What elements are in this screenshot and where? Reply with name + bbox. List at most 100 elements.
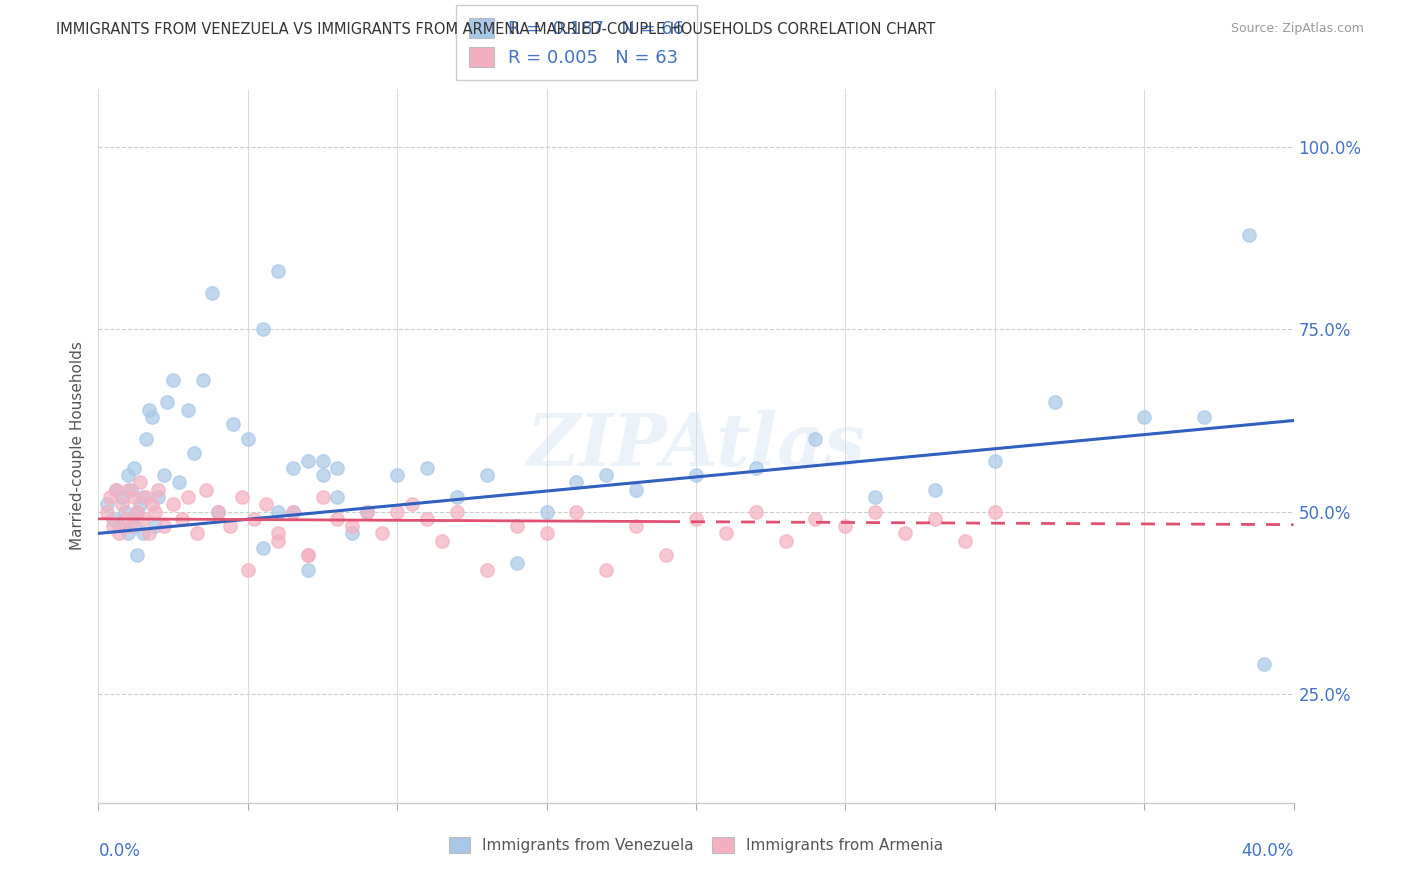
- Point: [595, 563, 617, 577]
- Point: [153, 468, 176, 483]
- Point: [96, 504, 118, 518]
- Point: [297, 548, 319, 562]
- Point: [138, 402, 160, 417]
- Point: [685, 512, 707, 526]
- Point: [506, 519, 529, 533]
- Point: [162, 497, 184, 511]
- Point: [129, 475, 152, 490]
- Point: [135, 490, 157, 504]
- Point: [267, 526, 290, 541]
- Point: [1192, 409, 1215, 424]
- Point: [565, 475, 588, 490]
- Point: [108, 519, 131, 533]
- Point: [183, 446, 205, 460]
- Point: [267, 504, 290, 518]
- Point: [865, 504, 887, 518]
- Point: [342, 519, 364, 533]
- Point: [984, 504, 1007, 518]
- Point: [105, 483, 128, 497]
- Point: [953, 533, 976, 548]
- Point: [252, 541, 274, 555]
- Point: [745, 460, 768, 475]
- Point: [626, 519, 648, 533]
- Point: [685, 468, 707, 483]
- Text: 40.0%: 40.0%: [1241, 842, 1294, 860]
- Point: [865, 490, 887, 504]
- Point: [1133, 409, 1156, 424]
- Point: [120, 483, 142, 497]
- Point: [120, 519, 142, 533]
- Point: [156, 395, 179, 409]
- Y-axis label: Married-couple Households: Married-couple Households: [69, 342, 84, 550]
- Point: [127, 504, 149, 518]
- Point: [103, 512, 125, 526]
- Point: [356, 504, 378, 518]
- Point: [207, 504, 229, 518]
- Point: [141, 409, 163, 424]
- Point: [114, 512, 136, 526]
- Point: [143, 519, 166, 533]
- Point: [430, 533, 453, 548]
- Point: [236, 563, 259, 577]
- Point: [297, 548, 319, 562]
- Point: [124, 490, 146, 504]
- Point: [416, 460, 439, 475]
- Point: [281, 460, 304, 475]
- Point: [148, 490, 170, 504]
- Point: [371, 526, 394, 541]
- Point: [219, 519, 242, 533]
- Legend: Immigrants from Venezuela, Immigrants from Armenia: Immigrants from Venezuela, Immigrants fr…: [443, 831, 949, 859]
- Point: [1043, 395, 1066, 409]
- Point: [231, 490, 253, 504]
- Point: [595, 468, 617, 483]
- Point: [111, 497, 134, 511]
- Point: [124, 519, 146, 533]
- Point: [326, 460, 349, 475]
- Point: [326, 512, 349, 526]
- Text: 0.0%: 0.0%: [98, 842, 141, 860]
- Point: [401, 497, 423, 511]
- Point: [342, 526, 364, 541]
- Point: [385, 468, 409, 483]
- Point: [267, 533, 290, 548]
- Point: [626, 483, 648, 497]
- Point: [385, 504, 409, 518]
- Text: Source: ZipAtlas.com: Source: ZipAtlas.com: [1230, 22, 1364, 36]
- Point: [326, 490, 349, 504]
- Point: [201, 286, 224, 301]
- Point: [141, 497, 163, 511]
- Point: [356, 504, 378, 518]
- Point: [111, 490, 134, 504]
- Point: [186, 526, 208, 541]
- Point: [222, 417, 245, 432]
- Point: [153, 519, 176, 533]
- Point: [132, 512, 155, 526]
- Point: [117, 483, 139, 497]
- Point: [1253, 657, 1275, 672]
- Point: [281, 504, 304, 518]
- Point: [506, 556, 529, 570]
- Point: [162, 374, 184, 388]
- Point: [311, 468, 333, 483]
- Point: [207, 504, 229, 518]
- Point: [108, 526, 131, 541]
- Point: [117, 468, 139, 483]
- Point: [446, 490, 468, 504]
- Point: [177, 402, 200, 417]
- Point: [243, 512, 266, 526]
- Point: [167, 475, 190, 490]
- Point: [132, 490, 155, 504]
- Point: [127, 548, 149, 562]
- Point: [148, 483, 170, 497]
- Point: [775, 533, 797, 548]
- Point: [103, 519, 125, 533]
- Point: [924, 483, 946, 497]
- Point: [924, 512, 946, 526]
- Point: [114, 504, 136, 518]
- Text: ZIPAtlas: ZIPAtlas: [527, 410, 865, 482]
- Text: IMMIGRANTS FROM VENEZUELA VS IMMIGRANTS FROM ARMENIA MARRIED-COUPLE HOUSEHOLDS C: IMMIGRANTS FROM VENEZUELA VS IMMIGRANTS …: [56, 22, 935, 37]
- Point: [124, 460, 146, 475]
- Point: [138, 526, 160, 541]
- Point: [311, 453, 333, 467]
- Point: [475, 563, 498, 577]
